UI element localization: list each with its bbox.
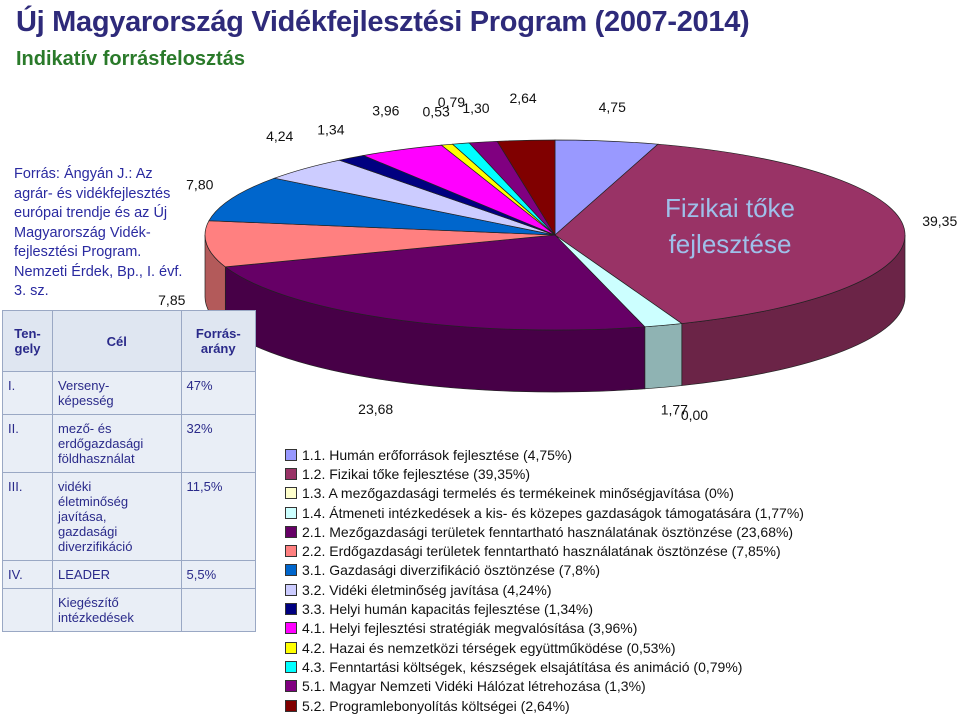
legend-swatch (285, 564, 297, 577)
sides (204, 234, 906, 393)
legend-label: 1.4. Átmeneti intézkedések a kis- és köz… (302, 504, 804, 521)
legend-label: 1.3. A mezőgazdasági termelés és terméke… (302, 485, 734, 502)
annotation: Fizikai tőke (665, 193, 795, 223)
legend-swatch (285, 525, 297, 538)
cell: II. (1, 414, 54, 473)
legend-label: 4.2. Hazai és nemzetközi térségek együtt… (302, 639, 676, 656)
legend-label: 1.1. Humán erőforrások fejlesztése (4,75… (302, 446, 573, 463)
data-label: 1,34 (317, 121, 344, 137)
legend-swatch (285, 583, 297, 596)
legend-label: 2.1. Mezőgazdasági területek fenntarthat… (302, 523, 794, 540)
data-label: 3,96 (372, 102, 399, 118)
slice (496, 139, 556, 237)
data-label: 1,77 (661, 402, 688, 418)
data-label: 39,35 (922, 213, 957, 229)
cell: 5,5% (180, 560, 257, 589)
title: Új Magyarország Vidékfejlesztési Program… (16, 6, 750, 38)
data-label: 4,24 (266, 128, 293, 144)
cell: 32% (180, 414, 257, 473)
legend-swatch (285, 506, 297, 519)
row: I. Verseny- képesség 47% (1, 371, 257, 415)
legend-item: 3.1. Gazdasági diverzifikáció ösztönzése… (285, 561, 804, 580)
cell: 11,5% (180, 472, 257, 561)
legend-swatch (285, 467, 297, 480)
cell: mező- és erdőgazdasági földhasználat (52, 414, 182, 473)
row: II. mező- és erdőgazdasági földhasználat 3… (1, 414, 257, 473)
cell: I. (1, 371, 54, 415)
slice-side (644, 323, 683, 390)
annotation: fejlesztése (669, 229, 792, 259)
slice (224, 234, 646, 331)
header-row: Ten- gely Cél Forrás- arány (1, 310, 257, 372)
legend-item: 3.2. Vidéki életminőség javítása (4,24%) (285, 580, 804, 599)
subtitle: Indikatív forrásfelosztás (16, 48, 245, 70)
legend-label: 5.2. Programlebonyolítás költségei (2,64… (302, 697, 570, 714)
cell: vidéki életminőség javítása, gazdasági d… (52, 472, 182, 561)
cell: III. (1, 472, 54, 561)
data-label: 0,79 (438, 94, 465, 110)
legend-item: 4.1. Helyi fejlesztési stratégiák megval… (285, 619, 804, 638)
cell (1, 588, 54, 632)
legend-label: 2.2. Erdőgazdasági területek fenntarthat… (302, 543, 781, 560)
source: Forrás: Ángyán J.: Az agrár- és vidékfej… (14, 166, 183, 299)
data-label: 0,00 (681, 407, 708, 423)
row: III. vidéki életminőség javítása, gazdasá… (1, 472, 257, 561)
legend-swatch (285, 487, 297, 500)
legend-item: 1.2. Fizikai tőke fejlesztése (39,35%) (285, 464, 804, 483)
cell: Verseny- képesség (52, 371, 182, 415)
legend-swatch (285, 622, 297, 635)
cell (180, 588, 257, 632)
legend-item: 5.2. Programlebonyolítás költségei (2,64… (285, 696, 804, 715)
header-cell: Cél (52, 310, 182, 372)
cell: Kiegészítő intézkedések (52, 588, 182, 632)
legend-item: 3.3. Helyi humán kapacitás fejlesztése (… (285, 599, 804, 618)
data-label: 7,80 (186, 176, 213, 192)
legend: 1.1. Humán erőforrások fejlesztése (4,75… (285, 445, 804, 715)
legend-item: 1.4. Átmeneti intézkedések a kis- és köz… (285, 503, 804, 522)
legend-swatch (285, 448, 297, 461)
labels: 4,75 39,35 0,001,77 23,68 7,85 7,80 4,24 1,34 3,… (158, 90, 957, 423)
legend-label: 4.3. Fenntartási költségek, készségek el… (302, 658, 743, 675)
slice (554, 143, 906, 324)
cell: LEADER (52, 560, 182, 589)
cell: IV. (1, 560, 54, 589)
legend-label: 3.1. Gazdasági diverzifikáció ösztönzése… (302, 562, 601, 579)
row: Kiegészítő intézkedések (1, 588, 257, 632)
legend-item: 4.3. Fenntartási költségek, készségek el… (285, 657, 804, 676)
legend-label: 4.1. Helyi fejlesztési stratégiák megval… (302, 620, 638, 637)
legend-label: 5.1. Magyar Nemzeti Vidéki Hálózat létre… (302, 678, 646, 695)
tops (204, 139, 906, 331)
data-label: 2,64 (509, 90, 536, 106)
data-label: 23,68 (358, 401, 393, 417)
legend-item: 1.3. A mezőgazdasági termelés és terméke… (285, 484, 804, 503)
legend-item: 2.1. Mezőgazdasági területek fenntarthat… (285, 522, 804, 541)
legend-label: 1.2. Fizikai tőke fejlesztése (39,35%) (302, 465, 530, 482)
slice (208, 177, 556, 236)
data-label: 1,30 (462, 100, 489, 116)
legend-item: 5.1. Magyar Nemzeti Vidéki Hálózat létre… (285, 677, 804, 696)
legend-swatch (285, 641, 297, 654)
cell: 47% (180, 371, 257, 415)
table: Ten- gely Cél Forrás- arány I. Verseny- képe… (1, 310, 257, 632)
legend-label: 3.3. Helyi humán kapacitás fejlesztése (… (302, 601, 594, 618)
slice (204, 220, 556, 268)
legend-item: 2.2. Erdőgazdasági területek fenntarthat… (285, 541, 804, 560)
legend-swatch (285, 603, 297, 616)
legend-item: 4.2. Hazai és nemzetközi térségek együtt… (285, 638, 804, 657)
header-cell: Forrás- arány (180, 310, 257, 372)
header-cell: Ten- gely (1, 310, 54, 372)
data-label: 7,85 (158, 292, 185, 308)
row: IV. LEADER 5,5% (1, 560, 257, 589)
legend-swatch (285, 699, 297, 712)
legend-label: 3.2. Vidéki életminőség javítása (4,24%) (302, 581, 552, 598)
legend-item: 1.1. Humán erőforrások fejlesztése (4,75… (285, 445, 804, 464)
legend-swatch (285, 545, 297, 558)
legend-swatch (285, 660, 297, 673)
data-label: 4,75 (599, 99, 626, 115)
data-label: 0,53 (423, 104, 450, 120)
legend-swatch (285, 680, 297, 693)
